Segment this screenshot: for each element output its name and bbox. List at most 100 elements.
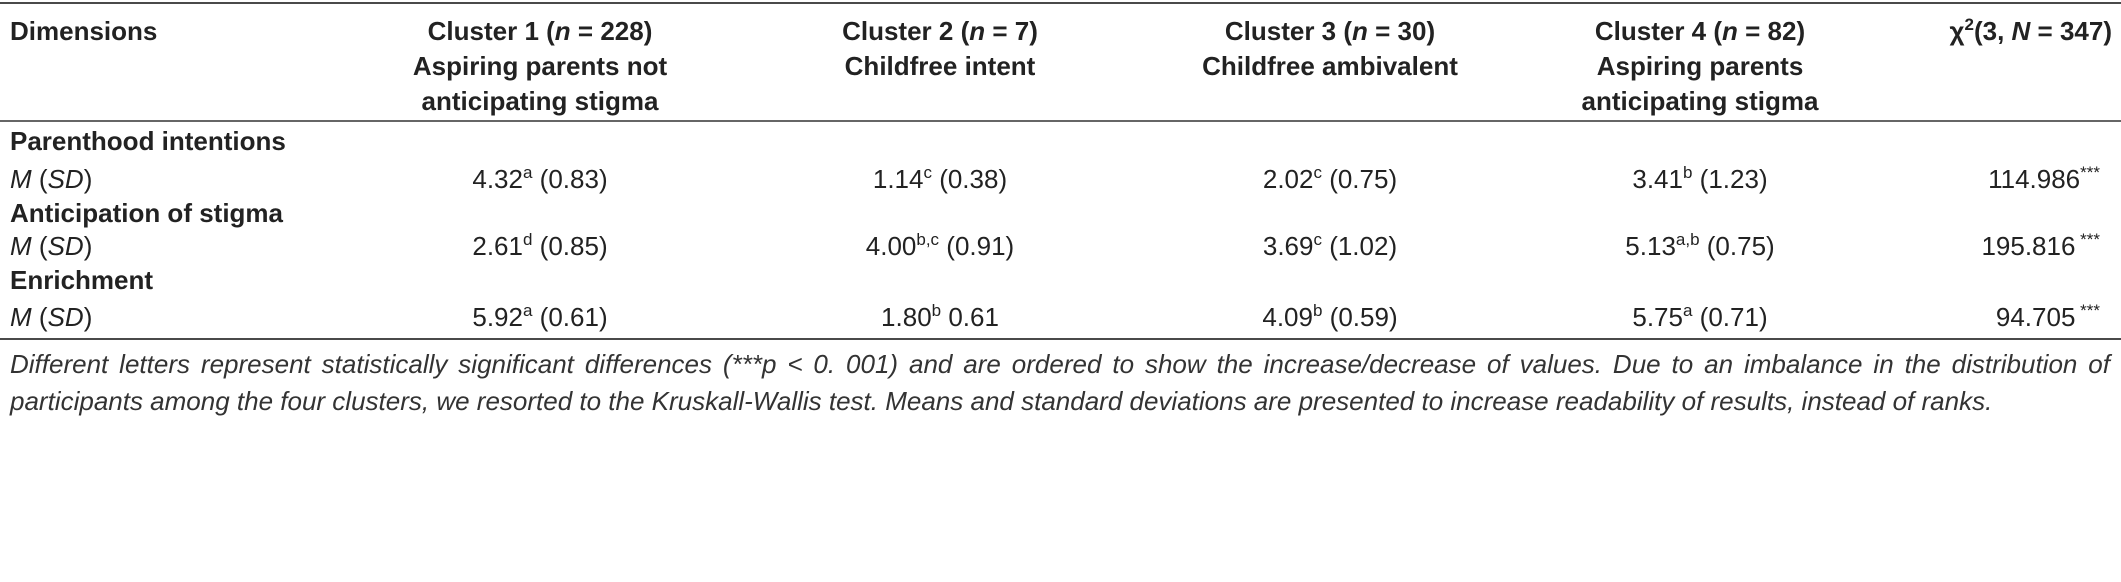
header-cluster-4-line2: Aspiring parents	[1596, 51, 1804, 81]
cell-enrichment-c1: 5.92a (0.61)	[370, 300, 710, 335]
header-cluster-2-line2: Childfree intent	[844, 51, 1036, 81]
header-cluster-1-line2: Aspiring parents not	[412, 51, 668, 81]
stat-sd: SD	[47, 164, 84, 194]
sd: (0.75)	[1699, 231, 1775, 261]
cell-enrichment-c3: 4.09b (0.59)	[1160, 300, 1500, 335]
sig-letter: c	[1313, 163, 1322, 182]
sig-letter: a	[522, 301, 533, 320]
sd: (0.85)	[532, 231, 608, 261]
header-cluster-3: Cluster 3 (n = 30) Childfree ambivalent	[1160, 14, 1500, 84]
cell-stigma-c2: 4.00b,c (0.91)	[790, 229, 1090, 264]
mean: 5.75	[1632, 302, 1683, 332]
cell-parenthood-c3: 2.02c (0.75)	[1160, 162, 1500, 197]
sd: (0.91)	[939, 231, 1015, 261]
sd: (0.71)	[1692, 302, 1768, 332]
chi-value: 114.986	[1988, 164, 2081, 194]
mean: 4.09	[1262, 302, 1313, 332]
header-cluster-4-n-var: n	[1722, 16, 1738, 46]
sig-letter: b,c	[916, 230, 940, 249]
sd: (0.59)	[1322, 302, 1398, 332]
cell-stigma-c4: 5.13a,b (0.75)	[1540, 229, 1860, 264]
sig-letter: b	[1312, 301, 1323, 320]
cell-parenthood-c1: 4.32a (0.83)	[370, 162, 710, 197]
cell-stigma-c3: 3.69c (1.02)	[1160, 229, 1500, 264]
mean: 4.32	[472, 164, 523, 194]
header-cluster-1-line3: anticipating stigma	[421, 86, 659, 116]
chi-stars: ***	[2075, 230, 2100, 249]
mean: 3.69	[1262, 231, 1314, 261]
cell-enrichment-c2: 1.80b 0.61	[790, 300, 1090, 335]
header-cluster-1-name: Cluster 1 (	[427, 16, 555, 46]
header-cluster-3-line2: Childfree ambivalent	[1202, 51, 1458, 81]
row-label-enrichment: M (SD)	[10, 302, 93, 332]
header-chi-n-var: N	[2011, 16, 2031, 46]
stat-sd: SD	[47, 302, 84, 332]
header-cluster-3-line1: Cluster 3 (n = 30)	[1160, 14, 1500, 49]
header-cluster-2-name: Cluster 2 (	[842, 16, 970, 46]
header-cluster-4: Cluster 4 (n = 82) Aspiring parents anti…	[1540, 14, 1860, 119]
header-cluster-3-name: Cluster 3 (	[1224, 16, 1353, 46]
chi-value: 94.705	[1995, 302, 2076, 332]
header-chi-n: = 347)	[2030, 16, 2112, 46]
row-label-stigma: M (SD)	[10, 231, 93, 261]
header-rule	[0, 120, 2121, 122]
mean: 1.80	[881, 302, 932, 332]
header-cluster-2-line1: Cluster 2 (n = 7)	[790, 14, 1090, 49]
stat-sd: SD	[47, 231, 84, 261]
mean: 2.61	[472, 231, 523, 261]
cell-stigma-c1: 2.61d (0.85)	[370, 229, 710, 264]
mean: 2.02	[1262, 164, 1314, 194]
row-label-parenthood: M (SD)	[10, 164, 93, 194]
header-cluster-4-line3: anticipating stigma	[1581, 86, 1819, 116]
mean: 5.13	[1625, 231, 1676, 261]
sig-letter: a	[1682, 301, 1693, 320]
cell-parenthood-c2: 1.14c (0.38)	[790, 162, 1090, 197]
header-cluster-1-n: = 228)	[570, 16, 653, 46]
header-cluster-1: Cluster 1 (n = 228) Aspiring parents not…	[370, 14, 710, 119]
header-chi-symbol: χ	[1949, 16, 1965, 46]
sd: (0.83)	[532, 164, 608, 194]
header-dimensions: Dimensions	[10, 14, 157, 49]
sig-letter: b	[931, 301, 942, 320]
header-cluster-2: Cluster 2 (n = 7) Childfree intent	[790, 14, 1090, 84]
table-top-rule	[0, 2, 2121, 4]
header-cluster-4-line1: Cluster 4 (n = 82)	[1540, 14, 1860, 49]
header-cluster-4-name: Cluster 4 (	[1594, 16, 1723, 46]
header-cluster-3-n: = 30)	[1367, 16, 1436, 46]
sig-letter: d	[522, 230, 533, 249]
stat-m: M	[10, 164, 32, 194]
header-chi-square: χ2(3, N = 347)	[1860, 14, 2112, 49]
mean: 1.14	[872, 164, 924, 194]
mean: 5.92	[472, 302, 523, 332]
header-chi-args: (3,	[1973, 16, 2012, 46]
header-cluster-1-n-var: n	[554, 16, 571, 46]
cell-enrichment-chi: 94.705 ***	[1860, 300, 2100, 335]
cell-enrichment-c4: 5.75a (0.71)	[1540, 300, 1860, 335]
cell-parenthood-chi: 114.986***	[1860, 162, 2100, 197]
sig-letter: c	[1313, 230, 1322, 249]
sd: (1.23)	[1692, 164, 1768, 194]
cell-parenthood-c4: 3.41b (1.23)	[1540, 162, 1860, 197]
header-dimensions-label: Dimensions	[10, 16, 158, 46]
sig-letter: a	[522, 163, 533, 182]
table-bottom-rule	[0, 338, 2121, 340]
section-title-stigma: Anticipation of stigma	[10, 198, 283, 228]
header-chi-sup: 2	[1964, 15, 1974, 34]
mean: 4.00	[865, 231, 917, 261]
chi-stars: ***	[2075, 301, 2100, 320]
sd: 0.61	[941, 302, 999, 332]
chi-value: 195.816	[1981, 231, 2076, 261]
header-cluster-2-n-var: n	[969, 16, 986, 46]
section-title-enrichment: Enrichment	[10, 265, 154, 295]
section-title-parenthood: Parenthood intentions	[10, 126, 286, 156]
header-cluster-1-line1: Cluster 1 (n = 228)	[370, 14, 710, 49]
header-cluster-2-n: = 7)	[985, 16, 1038, 46]
stat-m: M	[10, 302, 32, 332]
sig-letter: a,b	[1675, 230, 1700, 249]
header-cluster-4-n: = 82)	[1737, 16, 1806, 46]
table-footnote: Different letters represent statisticall…	[10, 349, 2110, 416]
sig-letter: c	[923, 163, 932, 182]
sd: (0.38)	[931, 164, 1008, 194]
mean: 3.41	[1632, 164, 1683, 194]
